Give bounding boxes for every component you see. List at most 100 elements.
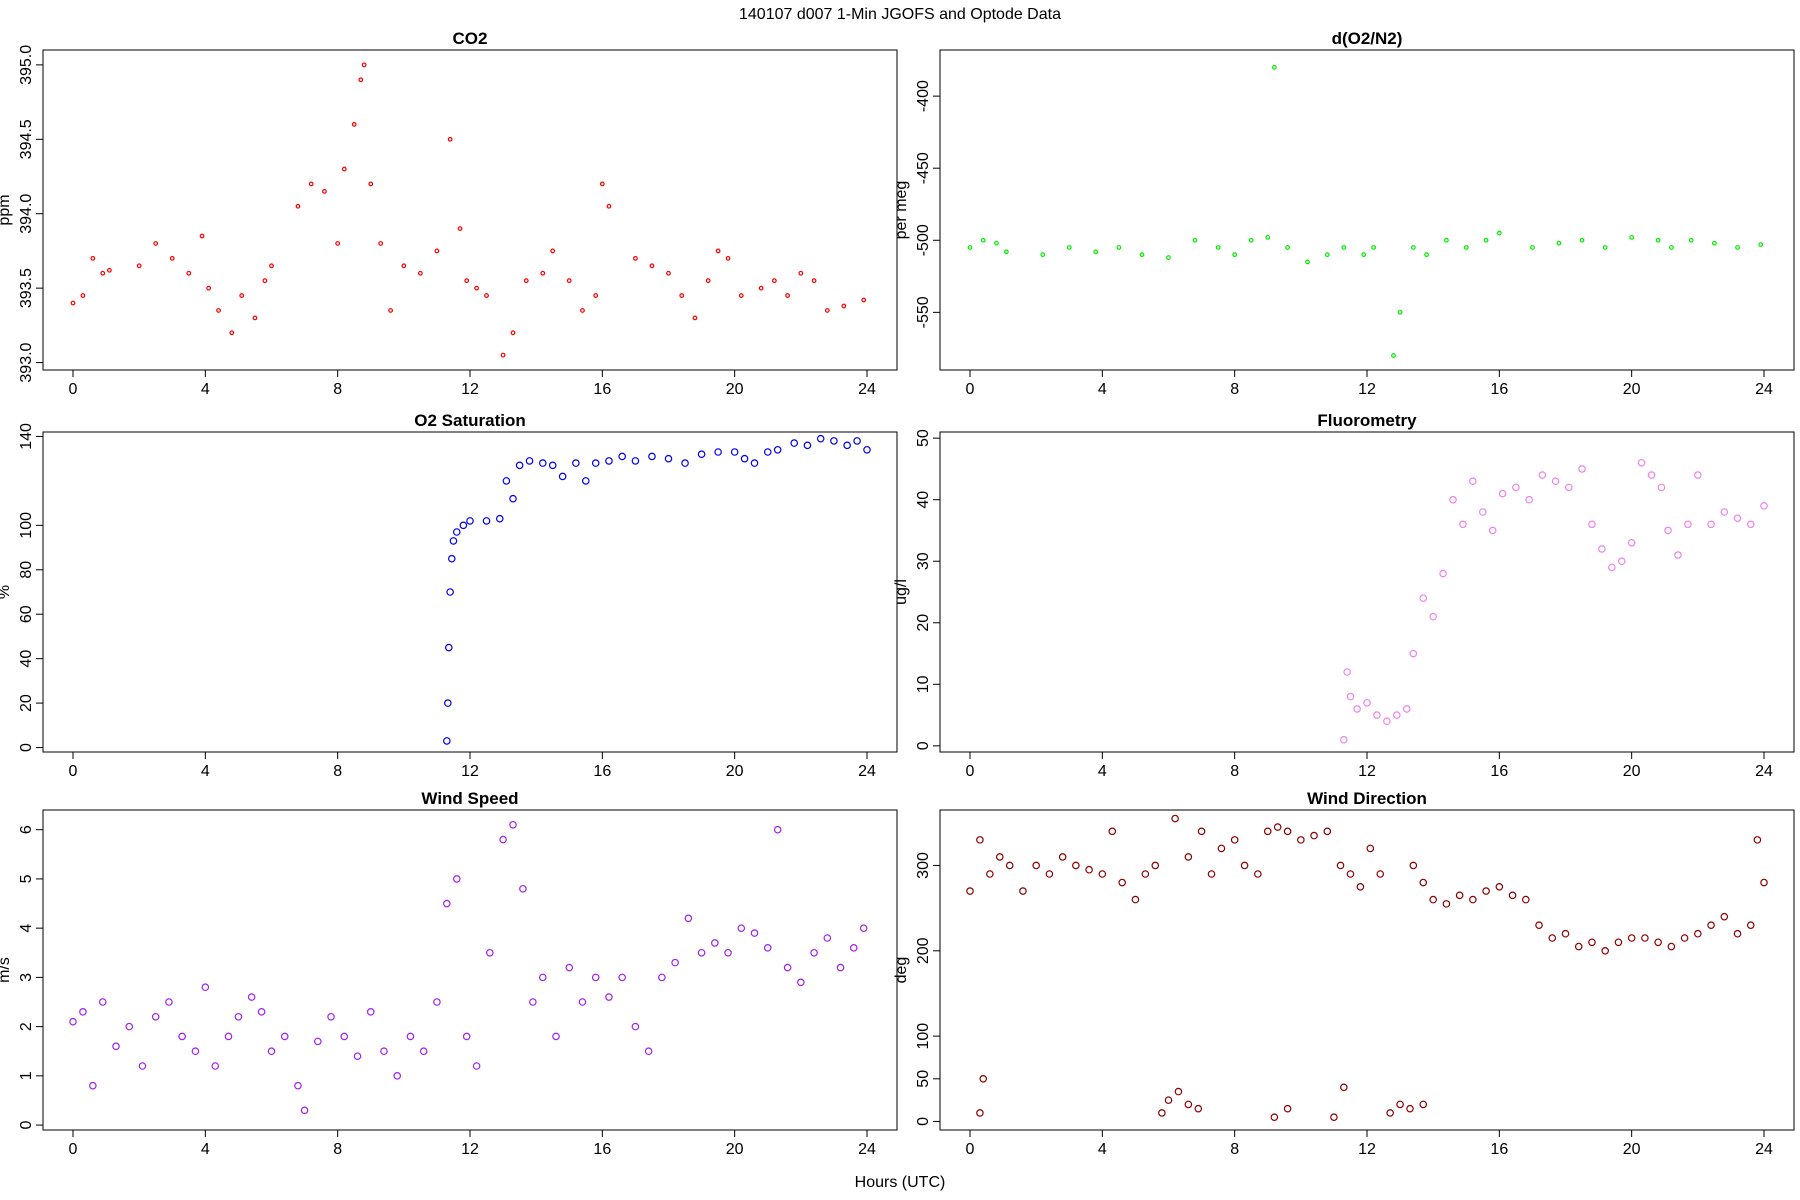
wspd-point bbox=[151, 1012, 160, 1021]
wspd-point bbox=[452, 875, 461, 883]
wdir-ylabel: deg bbox=[893, 957, 910, 984]
co2-point bbox=[566, 278, 572, 284]
fluor-point bbox=[1392, 711, 1401, 719]
wdir-point bbox=[976, 836, 984, 844]
wspd-point bbox=[671, 958, 679, 967]
fluor-xtick-label-5: 20 bbox=[1623, 763, 1641, 780]
wspd-point bbox=[797, 978, 805, 987]
co2-point bbox=[593, 293, 599, 298]
wspd-point bbox=[810, 948, 818, 957]
wdir-xtick-label-5: 20 bbox=[1623, 1141, 1641, 1158]
fluor-point bbox=[1419, 594, 1428, 602]
co2-ylabel: ppm bbox=[0, 194, 13, 225]
wspd-point bbox=[327, 1012, 335, 1021]
do2n2-point bbox=[1166, 255, 1171, 260]
wdir-point bbox=[1667, 942, 1676, 951]
do2n2-point bbox=[1305, 259, 1310, 265]
do2n2-point bbox=[1139, 252, 1145, 258]
co2-xtick-label-3: 12 bbox=[461, 381, 479, 398]
wdir-ytick-label-0: 0 bbox=[915, 1117, 932, 1126]
wspd-point bbox=[472, 1062, 481, 1070]
co2-point bbox=[510, 330, 516, 336]
co2-point bbox=[692, 315, 698, 321]
co2-point bbox=[434, 248, 440, 254]
fluor-ytick-label-3: 30 bbox=[915, 552, 932, 570]
fluor-xtick-label-1: 4 bbox=[1098, 763, 1107, 780]
o2sat-point bbox=[714, 448, 722, 456]
wdir-point bbox=[1131, 895, 1140, 904]
fluor-point bbox=[1538, 471, 1547, 479]
co2-point bbox=[457, 226, 463, 232]
o2sat-xtick-label-1: 4 bbox=[201, 763, 210, 780]
wspd-point bbox=[125, 1022, 134, 1031]
o2sat-xtick-label-4: 16 bbox=[593, 763, 611, 780]
o2sat-point bbox=[853, 437, 861, 445]
fluor-point bbox=[1402, 705, 1411, 713]
wspd-point bbox=[697, 948, 706, 957]
wdir-point bbox=[1680, 934, 1689, 942]
fluor-point bbox=[1746, 520, 1755, 529]
do2n2-xtick-label-2: 8 bbox=[1230, 381, 1239, 398]
co2-point bbox=[500, 352, 506, 358]
wdir-xtick-label-2: 8 bbox=[1230, 1141, 1239, 1158]
wdir-point bbox=[1151, 861, 1160, 870]
wspd-point bbox=[98, 998, 107, 1006]
o2sat-point bbox=[558, 472, 567, 481]
co2-point bbox=[464, 278, 470, 284]
wdir-point bbox=[1614, 938, 1623, 947]
wdir-point bbox=[1340, 1083, 1348, 1092]
wspd-point bbox=[750, 929, 759, 937]
co2-point bbox=[186, 270, 192, 276]
wspd-point bbox=[257, 1008, 266, 1016]
co2-point bbox=[169, 255, 175, 261]
fluor-point bbox=[1694, 471, 1702, 479]
wdir-point bbox=[995, 853, 1004, 861]
wdir-point bbox=[1240, 861, 1249, 870]
o2sat-point bbox=[591, 459, 600, 467]
wdir-ytick-label-4: 300 bbox=[915, 852, 932, 879]
wdir-point bbox=[1207, 870, 1216, 878]
co2-point bbox=[841, 303, 847, 309]
wdir-point bbox=[1330, 1113, 1338, 1122]
do2n2-point bbox=[1397, 309, 1403, 315]
wdir-point bbox=[966, 887, 974, 895]
wdir-point bbox=[1601, 946, 1610, 955]
o2sat-point bbox=[466, 517, 474, 525]
do2n2-point bbox=[1248, 237, 1254, 243]
wdir-point bbox=[1108, 827, 1117, 836]
wspd-ytick-label-2: 2 bbox=[18, 1022, 35, 1031]
co2-xtick-label-4: 16 bbox=[593, 381, 611, 398]
o2sat-point bbox=[697, 450, 706, 459]
do2n2-point bbox=[1391, 353, 1396, 358]
co2-point bbox=[758, 285, 764, 291]
fluor-point bbox=[1551, 477, 1560, 486]
fluor-point bbox=[1439, 569, 1447, 578]
do2n2-point bbox=[1215, 245, 1221, 250]
wdir-point bbox=[1098, 870, 1107, 878]
wspd-point bbox=[178, 1032, 186, 1041]
co2-point bbox=[738, 293, 744, 298]
o2sat-point bbox=[443, 737, 451, 745]
wspd-point bbox=[763, 944, 772, 952]
wspd-ytick-label-4: 4 bbox=[18, 924, 35, 933]
fluor-xtick-label-6: 24 bbox=[1755, 763, 1773, 780]
wspd-point bbox=[69, 1017, 77, 1026]
do2n2-point bbox=[1285, 245, 1290, 250]
wspd-point bbox=[486, 948, 494, 957]
do2n2-ytick-label-0: -400 bbox=[915, 80, 932, 112]
co2-point bbox=[252, 315, 258, 321]
co2-point bbox=[798, 270, 804, 276]
wdir-point bbox=[1386, 1109, 1394, 1117]
wspd-point bbox=[340, 1032, 349, 1041]
co2-point bbox=[262, 278, 268, 284]
o2sat-point bbox=[482, 517, 491, 525]
o2sat-ytick-label-2: 40 bbox=[18, 650, 35, 668]
do2n2-point bbox=[1371, 245, 1377, 250]
o2sat-point bbox=[631, 457, 640, 465]
wspd-point bbox=[294, 1081, 302, 1090]
wdir-point bbox=[1574, 942, 1583, 951]
wspd-point bbox=[366, 1008, 375, 1016]
o2sat-point bbox=[763, 448, 772, 456]
co2-point bbox=[358, 77, 364, 83]
wspd-ylabel: m/s bbox=[0, 957, 13, 983]
